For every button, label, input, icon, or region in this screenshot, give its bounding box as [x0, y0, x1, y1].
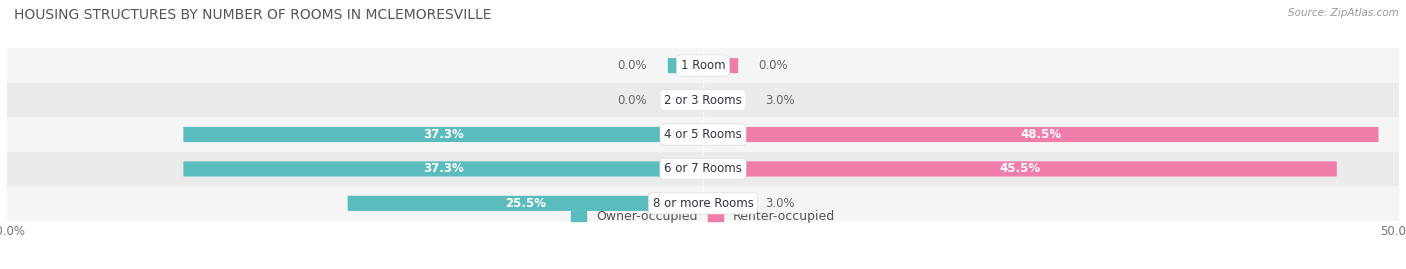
Text: 37.3%: 37.3%: [423, 162, 464, 175]
FancyBboxPatch shape: [703, 196, 745, 211]
Bar: [7, 152, 1399, 186]
Text: Source: ZipAtlas.com: Source: ZipAtlas.com: [1288, 8, 1399, 18]
Text: 0.0%: 0.0%: [617, 94, 647, 107]
Text: 0.0%: 0.0%: [759, 59, 789, 72]
Text: 1 Room: 1 Room: [681, 59, 725, 72]
FancyBboxPatch shape: [183, 127, 703, 142]
Text: 3.0%: 3.0%: [766, 197, 796, 210]
Bar: [7, 48, 1399, 83]
FancyBboxPatch shape: [703, 58, 738, 73]
Text: 6 or 7 Rooms: 6 or 7 Rooms: [664, 162, 742, 175]
Text: 2 or 3 Rooms: 2 or 3 Rooms: [664, 94, 742, 107]
Text: 4 or 5 Rooms: 4 or 5 Rooms: [664, 128, 742, 141]
Text: 37.3%: 37.3%: [423, 128, 464, 141]
Text: 25.5%: 25.5%: [505, 197, 546, 210]
FancyBboxPatch shape: [668, 93, 703, 108]
Text: 8 or more Rooms: 8 or more Rooms: [652, 197, 754, 210]
FancyBboxPatch shape: [183, 161, 703, 176]
FancyBboxPatch shape: [703, 93, 745, 108]
FancyBboxPatch shape: [703, 127, 1378, 142]
Text: 45.5%: 45.5%: [1000, 162, 1040, 175]
Text: 0.0%: 0.0%: [617, 59, 647, 72]
Text: 3.0%: 3.0%: [766, 94, 796, 107]
Text: HOUSING STRUCTURES BY NUMBER OF ROOMS IN MCLEMORESVILLE: HOUSING STRUCTURES BY NUMBER OF ROOMS IN…: [14, 8, 492, 22]
Text: 48.5%: 48.5%: [1019, 128, 1062, 141]
FancyBboxPatch shape: [668, 58, 703, 73]
FancyBboxPatch shape: [347, 196, 703, 211]
Legend: Owner-occupied, Renter-occupied: Owner-occupied, Renter-occupied: [567, 205, 839, 228]
Bar: [7, 117, 1399, 152]
FancyBboxPatch shape: [703, 161, 1337, 176]
Bar: [7, 83, 1399, 117]
Bar: [7, 186, 1399, 221]
